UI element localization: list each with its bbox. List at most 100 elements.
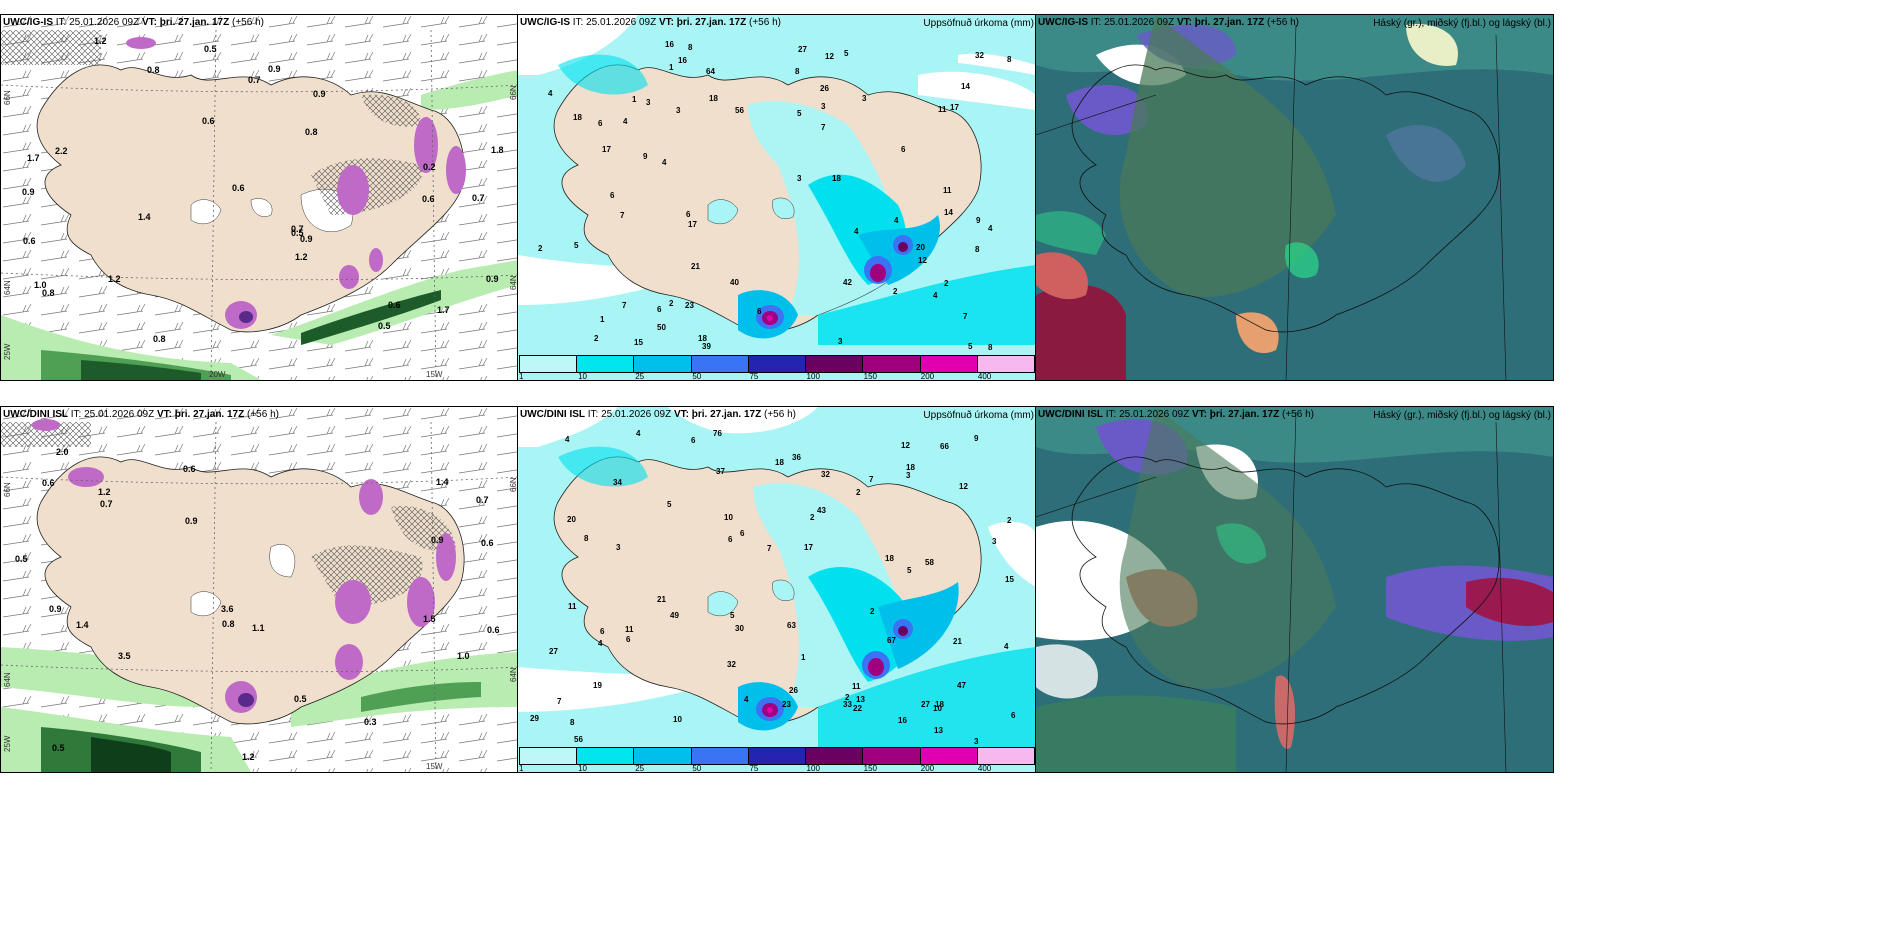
wind-value-label: 1.0 — [34, 280, 47, 290]
lon-label-20w: 20W — [209, 370, 226, 379]
wind-value-label: 3.5 — [118, 651, 131, 661]
colorbar-segment — [520, 356, 578, 372]
precip-value-label: 4 — [933, 291, 938, 300]
precip-value-label: 4 — [988, 224, 993, 233]
lon-label-25w: 25W — [3, 343, 12, 360]
colorbar-tick-label: 100 — [806, 764, 820, 773]
precip-value-label: 64 — [706, 67, 715, 76]
precip-value-label: 22 — [853, 704, 862, 713]
precip-value-label: 17 — [602, 145, 611, 154]
colorbar-tick-label: 10 — [578, 372, 588, 381]
precip-value-label: 4 — [548, 89, 553, 98]
precip-value-label: 3 — [974, 737, 979, 746]
it-value: 25.01.2026 09Z — [1119, 409, 1190, 420]
wind-value-label: 0.6 — [422, 194, 435, 204]
precip-value-label: 18 — [709, 94, 718, 103]
it-value: 25.01.2026 09Z — [1104, 17, 1175, 28]
precip-value-label: 12 — [901, 441, 910, 450]
precip-value-label: 13 — [856, 695, 865, 704]
wind-value-label: 0.7 — [476, 495, 489, 505]
lat-label-64n: 64N — [3, 280, 12, 295]
precip-value-label: 47 — [957, 681, 966, 690]
map-wind-dini — [1, 407, 518, 772]
precip-value-label: 5 — [968, 342, 973, 351]
precip-value-label: 18 — [906, 463, 915, 472]
precip-value-label: 6 — [626, 635, 631, 644]
precip-value-label: 16 — [898, 716, 907, 725]
precip-value-label: 18 — [885, 554, 894, 563]
precip-value-label: 32 — [975, 51, 984, 60]
wind-value-label: 3.6 — [221, 604, 234, 614]
model-name: UWC/DINI ISL — [3, 409, 68, 420]
precip-value-label: 9 — [974, 434, 979, 443]
colorbar-segment — [577, 748, 635, 764]
panel-title: UWC/IG-IS IT: 25.01.2026 09Z VT: þri. 27… — [1038, 17, 1299, 29]
precip-value-label: 17 — [688, 220, 697, 229]
precip-value-label: 4 — [1004, 642, 1009, 651]
wind-value-label: 1.2 — [94, 36, 107, 46]
precip-value-label: 7 — [622, 301, 627, 310]
precip-value-label: 7 — [620, 211, 625, 220]
colorbar-tick-label: 50 — [692, 764, 702, 773]
colorbar-segment — [634, 356, 692, 372]
wind-value-label: 1.1 — [252, 623, 265, 633]
panel-title: UWC/DINI ISL IT: 25.01.2026 09Z VT: þri.… — [1038, 409, 1314, 421]
panel-title: UWC/DINI ISL IT: 25.01.2026 09Z VT: þri.… — [520, 409, 796, 421]
wind-value-label: 0.6 — [487, 625, 500, 635]
precip-value-label: 56 — [735, 106, 744, 115]
wind-value-label: 0.9 — [300, 234, 313, 244]
precip-value-label: 11 — [852, 682, 861, 691]
wind-value-label: 0.6 — [42, 478, 55, 488]
precip-value-label: 21 — [691, 262, 700, 271]
wind-value-label: 0.7 — [472, 193, 485, 203]
model-name: UWC/IG-IS — [3, 17, 53, 28]
lead-time: (+56 h) — [764, 409, 796, 420]
lon-label-15w: 15W — [426, 370, 443, 379]
precip-value-label: 33 — [843, 700, 852, 709]
precip-value-label: 4 — [598, 639, 603, 648]
precip-value-label: 10 — [933, 704, 942, 713]
wind-value-label: 0.7 — [100, 499, 113, 509]
wind-value-label: 0.9 — [431, 535, 444, 545]
lon-label-25w: 25W — [3, 735, 12, 752]
wind-value-label: 1.4 — [76, 620, 89, 630]
precip-value-label: 2 — [893, 287, 898, 296]
precip-value-label: 2 — [870, 607, 875, 616]
precip-colorbar — [519, 355, 1035, 373]
precip-value-label: 6 — [740, 529, 745, 538]
precip-value-label: 6 — [657, 305, 662, 314]
precip-value-label: 2 — [669, 299, 674, 308]
colorbar-segment — [806, 356, 864, 372]
wind-value-label: 1.2 — [108, 274, 121, 284]
colorbar-tick-label: 25 — [635, 764, 645, 773]
precip-value-label: 7 — [869, 475, 874, 484]
model-name: UWC/IG-IS — [520, 17, 570, 28]
precip-value-label: 7 — [557, 697, 562, 706]
precip-value-label: 67 — [887, 636, 896, 645]
precip-value-label: 37 — [716, 467, 725, 476]
wind-value-label: 0.9 — [313, 89, 326, 99]
precip-value-label: 56 — [574, 735, 583, 744]
precip-value-label: 5 — [667, 500, 672, 509]
precip-value-label: 40 — [730, 278, 739, 287]
precip-value-label: 3 — [797, 174, 802, 183]
precip-value-label: 3 — [862, 94, 867, 103]
vt-label: VT: — [658, 17, 674, 28]
precip-value-label: 30 — [735, 624, 744, 633]
precip-value-label: 18 — [573, 113, 582, 122]
it-label: IT: — [55, 17, 67, 28]
precip-value-label: 3 — [906, 471, 911, 480]
colorbar-tick-label: 25 — [635, 372, 645, 381]
precip-value-label: 8 — [795, 67, 800, 76]
colorbar-segment — [920, 356, 978, 372]
map-precip-ig-is — [518, 15, 1036, 380]
wind-value-label: 0.7 — [291, 224, 304, 234]
vt-label: VT: — [1191, 409, 1207, 420]
wind-value-label: 0.6 — [23, 236, 36, 246]
precip-value-label: 3 — [676, 106, 681, 115]
wind-value-label: 1.7 — [437, 305, 450, 315]
colorbar-segment — [748, 748, 807, 764]
it-label: IT: — [1090, 17, 1102, 28]
colorbar-tick-label: 50 — [692, 372, 702, 381]
panel-subtitle: Háský (gr.), miðský (fj.bl.) og lágský (… — [1373, 18, 1551, 29]
